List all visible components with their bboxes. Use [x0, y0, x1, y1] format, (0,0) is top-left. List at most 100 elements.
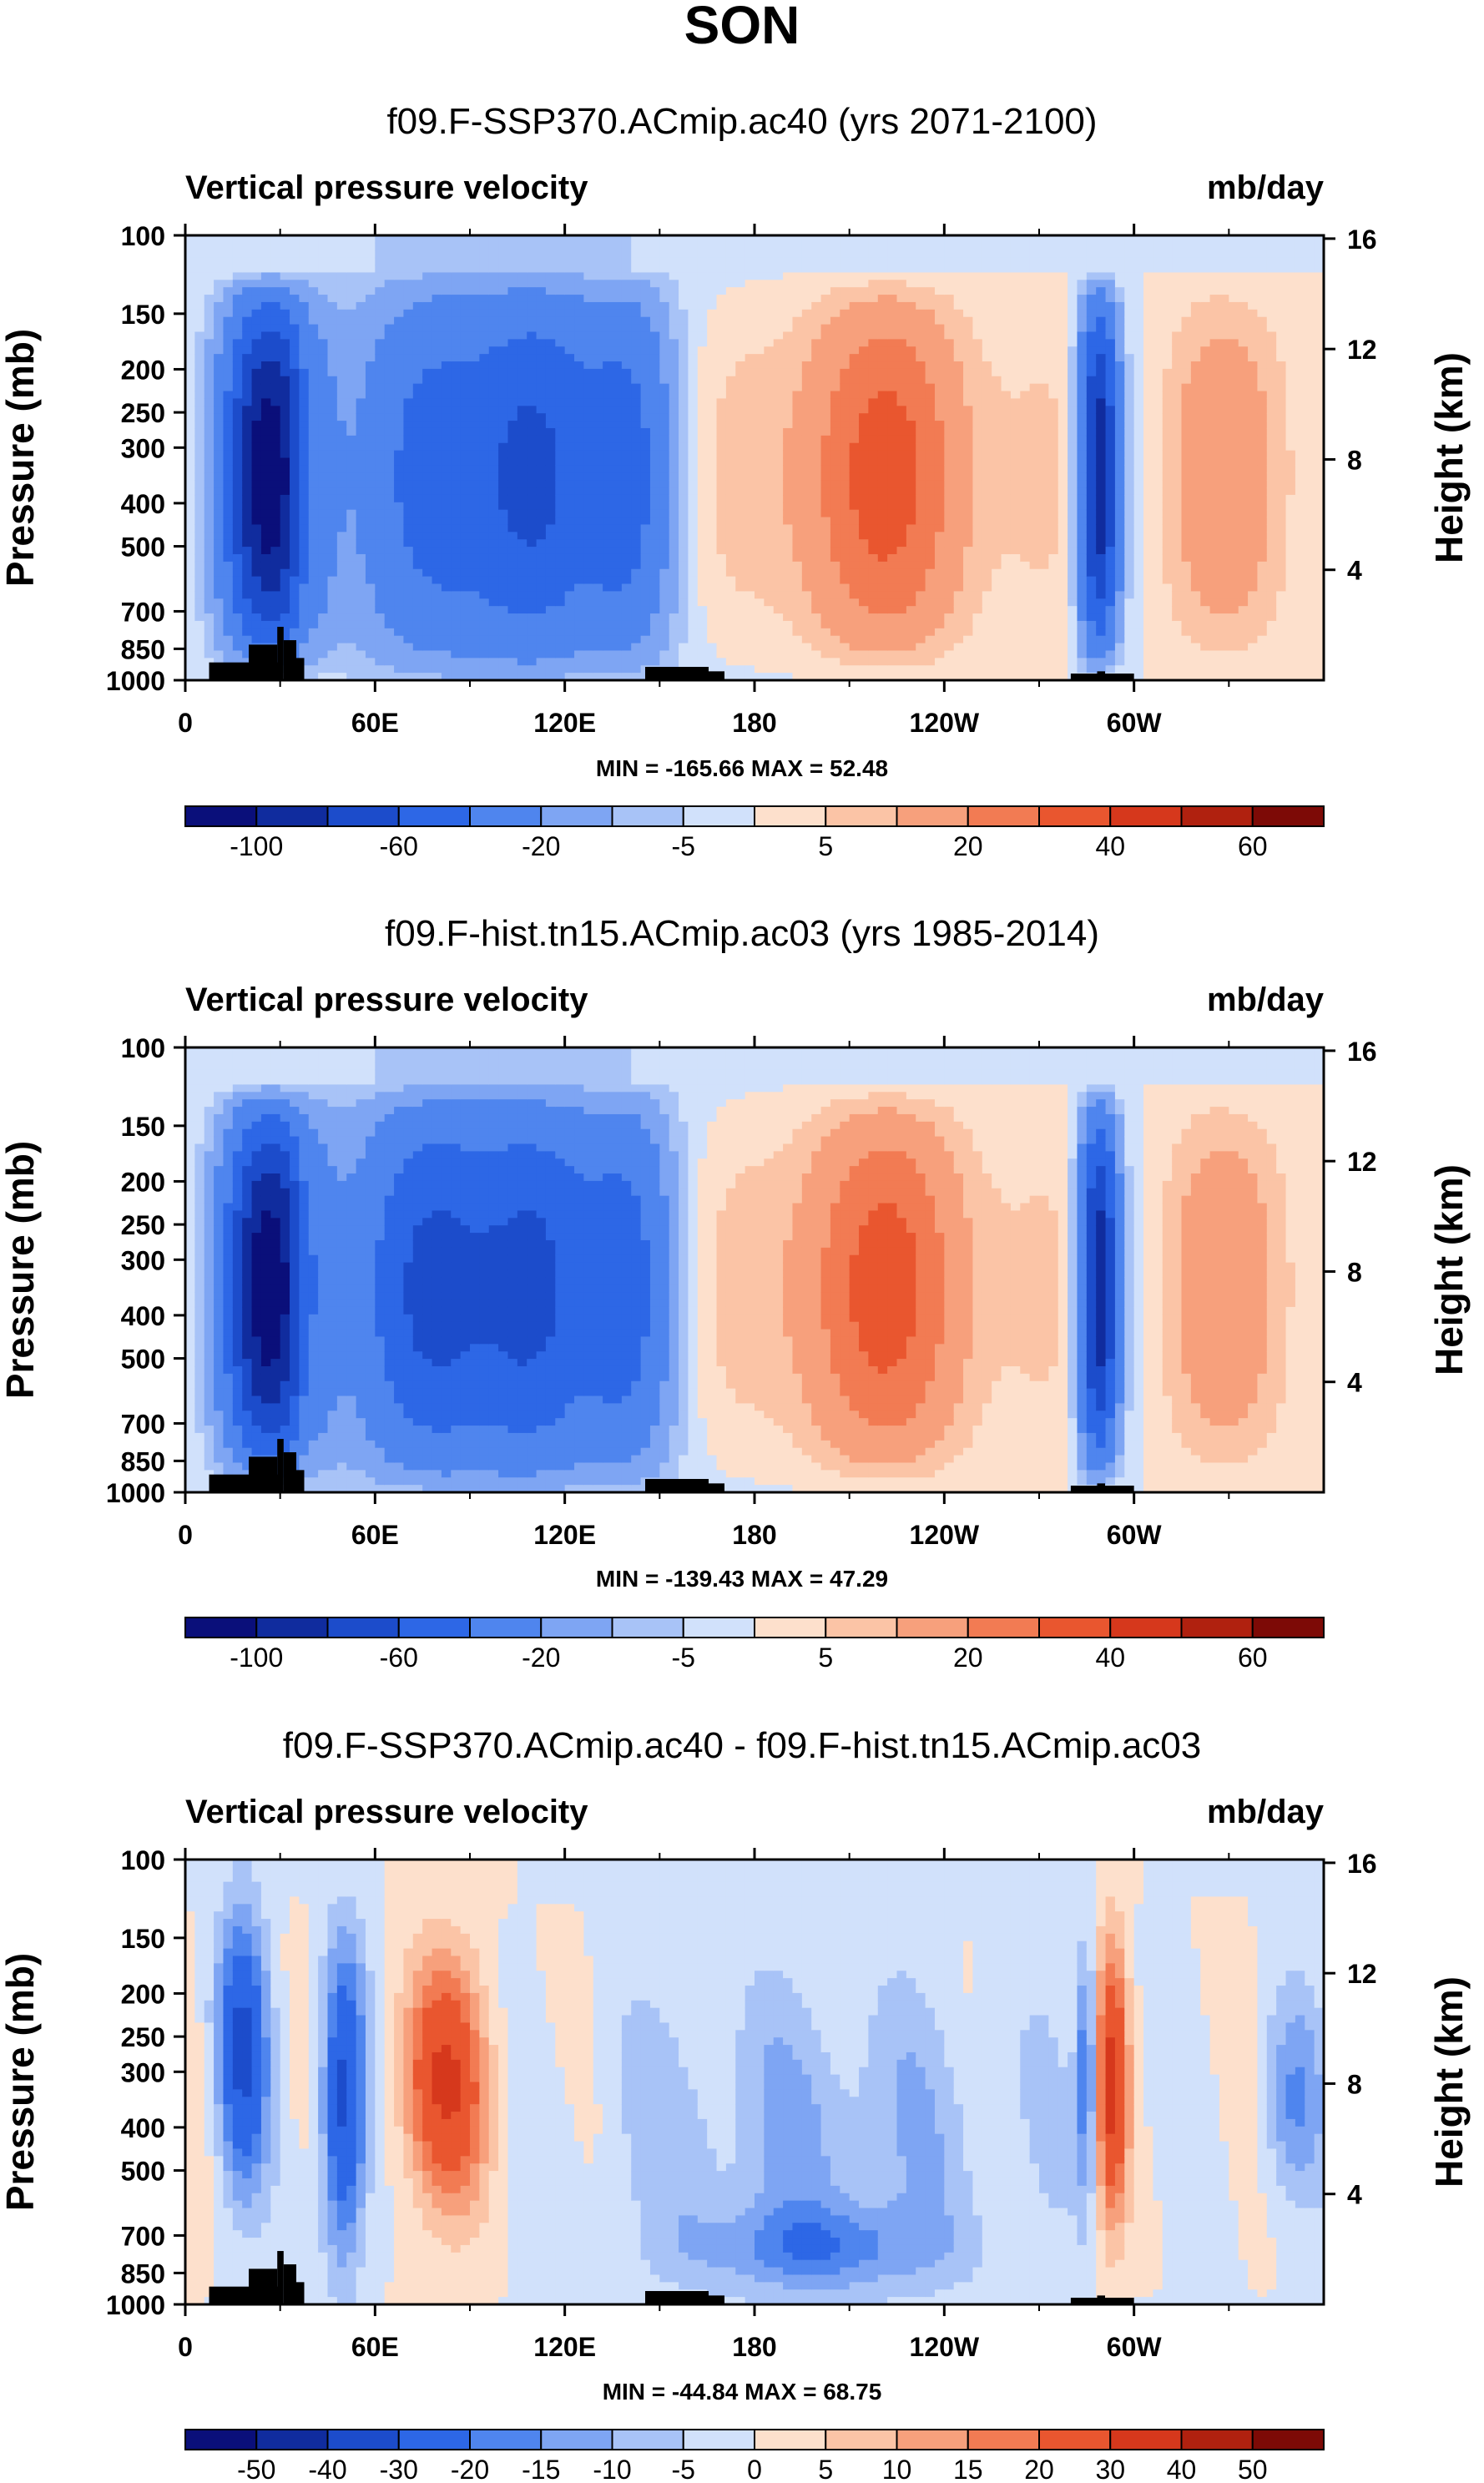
heatmap-cell — [260, 620, 271, 629]
heatmap-cell — [669, 620, 679, 629]
heatmap-cell — [290, 465, 300, 473]
heatmap-cell — [697, 643, 708, 652]
heatmap-cell — [223, 421, 234, 429]
heatmap-cell — [574, 257, 584, 266]
heatmap-cell — [346, 517, 357, 526]
heatmap-cell — [679, 480, 689, 488]
heatmap-cell — [593, 553, 603, 563]
heatmap-cell — [603, 250, 613, 259]
heatmap-cell — [346, 250, 357, 259]
heatmap-cell — [906, 539, 916, 548]
heatmap-cell — [916, 421, 926, 429]
heatmap-cell — [764, 673, 775, 681]
heatmap-cell — [517, 324, 527, 333]
heatmap-cell — [441, 591, 452, 599]
heatmap-cell — [318, 480, 329, 488]
heatmap-cell — [232, 532, 243, 540]
heatmap-cell — [517, 427, 527, 437]
heatmap-cell — [488, 658, 499, 666]
heatmap-cell — [745, 635, 755, 644]
heatmap-cell — [451, 235, 462, 244]
heatmap-cell — [820, 272, 831, 280]
heatmap-cell — [944, 398, 955, 406]
heatmap-cell — [631, 561, 642, 570]
heatmap-cell — [877, 606, 888, 614]
heatmap-cell — [384, 427, 395, 437]
heatmap-cell — [527, 354, 538, 362]
heatmap-cell — [725, 583, 736, 592]
heatmap-cell — [403, 265, 414, 274]
heatmap-cell — [260, 242, 271, 251]
heatmap-cell — [451, 383, 462, 392]
heatmap-cell — [773, 576, 784, 585]
heatmap-cell — [745, 242, 755, 251]
heatmap-cell — [384, 301, 395, 310]
heatmap-cell — [621, 524, 632, 532]
heatmap-cell — [232, 561, 243, 570]
heatmap-cell — [840, 465, 851, 473]
heatmap-cell — [194, 620, 205, 629]
heatmap-cell — [679, 354, 689, 362]
heatmap-cell — [527, 524, 538, 532]
heatmap-cell — [242, 532, 253, 540]
heatmap-cell — [251, 383, 262, 392]
heatmap-cell — [280, 628, 290, 637]
heatmap-cell — [896, 598, 907, 607]
heatmap-cell — [498, 316, 509, 326]
heatmap-cell — [735, 339, 746, 347]
heatmap-cell — [916, 524, 926, 532]
heatmap-cell — [811, 331, 822, 340]
heatmap-cell — [384, 346, 395, 355]
heatmap-cell — [840, 235, 851, 244]
heatmap-cell — [755, 391, 765, 400]
heatmap-cell — [925, 613, 936, 622]
heatmap-cell — [792, 316, 803, 326]
heatmap-cell — [214, 324, 225, 333]
heatmap-cell — [944, 376, 955, 385]
heatmap-cell — [280, 368, 290, 377]
heatmap-cell — [394, 509, 405, 518]
heatmap-cell — [725, 368, 736, 377]
heatmap-cell — [801, 368, 812, 377]
heatmap-cell — [260, 576, 271, 585]
heatmap-cell — [745, 532, 755, 540]
heatmap-cell — [783, 442, 794, 452]
heatmap-cell — [346, 547, 357, 555]
heatmap-cell — [223, 376, 234, 385]
heatmap-cell — [887, 532, 898, 540]
heatmap-cell — [963, 235, 974, 244]
heatmap-cell — [792, 368, 803, 377]
heatmap-cell — [498, 250, 509, 259]
heatmap-cell — [574, 628, 584, 637]
heatmap-cell — [679, 583, 689, 592]
heatmap-cell — [479, 316, 490, 326]
heatmap-cell — [877, 435, 888, 444]
heatmap-cell — [792, 435, 803, 444]
heatmap-cell — [375, 354, 386, 362]
heatmap-cell — [384, 628, 395, 637]
heatmap-cell — [308, 480, 319, 488]
heatmap-cell — [820, 346, 831, 355]
heatmap-cell — [251, 309, 262, 318]
heatmap-cell — [536, 324, 547, 333]
heatmap-cell — [299, 376, 310, 385]
heatmap-cell — [384, 487, 395, 496]
heatmap-cell — [944, 287, 955, 295]
heatmap-cell — [896, 591, 907, 599]
heatmap-cell — [640, 435, 651, 444]
heatmap-cell — [488, 250, 499, 259]
heatmap-cell — [916, 235, 926, 244]
heatmap-cell — [773, 547, 784, 555]
heatmap-cell — [441, 509, 452, 518]
heatmap-cell — [336, 628, 347, 637]
heatmap-cell — [204, 598, 215, 607]
heatmap-cell — [356, 346, 366, 355]
heatmap-cell — [356, 324, 366, 333]
heatmap-cell — [859, 606, 869, 614]
heatmap-cell — [564, 250, 575, 259]
heatmap-cell — [346, 242, 357, 251]
heatmap-cell — [394, 235, 405, 244]
heatmap-cell — [308, 658, 319, 666]
heatmap-cell — [735, 427, 746, 437]
heatmap-cell — [260, 376, 271, 385]
